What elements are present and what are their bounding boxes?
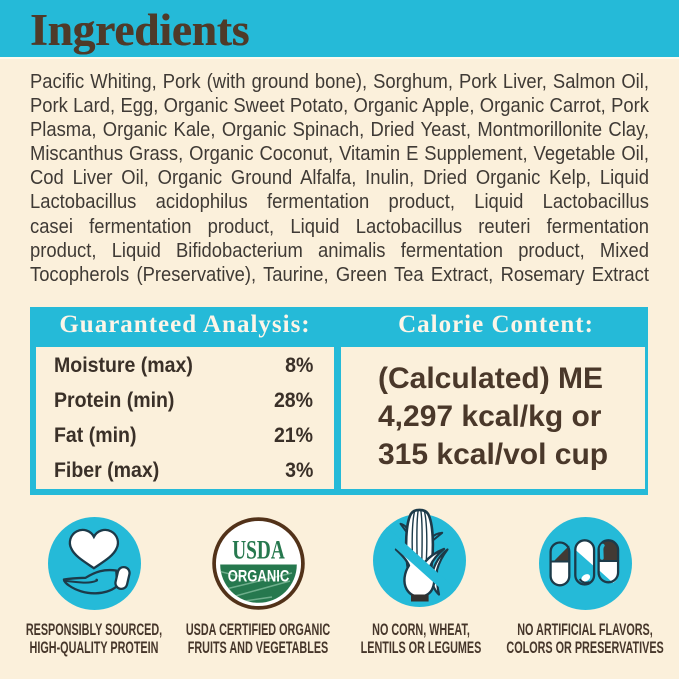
svg-text:USDA: USDA bbox=[232, 536, 285, 565]
svg-text:ORGANIC: ORGANIC bbox=[227, 568, 289, 586]
